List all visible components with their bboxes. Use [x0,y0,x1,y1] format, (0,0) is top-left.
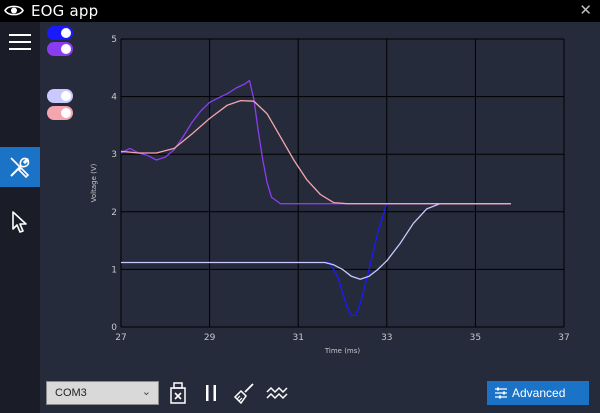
y-tick-label: 2 [111,208,117,218]
waveform-icon [266,386,288,400]
x-tick-label: 37 [558,333,569,343]
usb-disconnect-icon [170,382,186,404]
y-tick-label: 3 [111,150,117,160]
toggle-knob [61,44,71,54]
x-tick-label: 31 [292,333,303,343]
broom-clear-icon [233,383,254,404]
pause-button[interactable] [197,379,225,407]
series-toggle-3[interactable] [47,89,73,103]
series-toggle-2[interactable] [47,42,73,56]
window-title: EOG app [31,2,99,20]
com-port-select[interactable]: COM3 ⌄ [46,381,159,405]
waveform-button[interactable] [263,379,291,407]
series-line-3 [121,203,511,280]
toggle-knob [61,28,71,38]
advanced-button[interactable]: Advanced [487,381,589,405]
y-tick-label: 5 [111,35,117,45]
plot-area: 27 29 31 33 35 37 0 1 2 3 4 5 Time (ms) Voltage (V) [40,22,600,413]
plot-background [121,39,564,327]
disconnect-button[interactable] [164,379,192,407]
x-tick-label: 27 [115,333,126,343]
toggle-knob [61,108,71,118]
menu-button[interactable] [0,22,40,62]
y-tick-label: 4 [111,93,117,103]
advanced-label: Advanced [512,386,566,400]
pause-icon [206,385,216,401]
series-line-4 [120,99,511,205]
series-toggle-1[interactable] [47,26,73,40]
x-tick-label: 35 [470,333,481,343]
hamburger-menu-icon [9,34,31,50]
toggle-knob [61,91,71,101]
wrench-screwdriver-icon [10,157,30,179]
y-tick-label: 1 [111,265,117,275]
pointer-button[interactable] [0,202,40,242]
x-axis-label: Time (ms) [324,347,361,355]
series-line-2 [120,79,511,205]
close-icon[interactable]: ✕ [579,1,592,19]
chevron-down-icon: ⌄ [141,386,151,398]
cursor-arrow-icon [12,211,27,233]
bottom-toolbar: COM3 ⌄ Advance [40,376,600,413]
clear-button[interactable] [230,379,258,407]
com-port-value: COM3 [55,387,87,399]
y-tick-label: 0 [111,323,117,333]
x-tick-label: 29 [204,333,216,343]
x-tick-label: 33 [381,333,392,343]
series-toggle-4[interactable] [47,106,73,120]
sidebar [0,22,40,413]
voltage-chart: 27 29 31 33 35 37 0 1 2 3 4 5 Time (ms) Voltage (V) [90,35,570,355]
sliders-icon [495,387,507,399]
y-axis-label: Voltage (V) [90,163,98,202]
tools-button[interactable] [0,147,40,187]
title-bar: EOG app ✕ [0,0,600,22]
eye-icon [4,3,24,22]
